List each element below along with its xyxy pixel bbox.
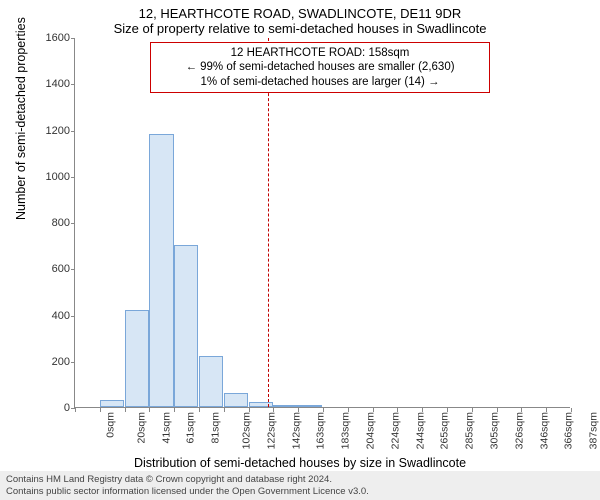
- histogram-bar: [224, 393, 248, 407]
- x-tick-label: 387sqm: [588, 412, 600, 449]
- x-tick-mark: [273, 408, 274, 412]
- x-tick-mark: [571, 408, 572, 412]
- x-tick-mark: [149, 408, 150, 412]
- y-tick-label: 1200: [46, 125, 70, 137]
- page-subtitle: Size of property relative to semi-detach…: [0, 21, 600, 36]
- x-tick-label: 305sqm: [488, 412, 500, 449]
- x-tick-mark: [546, 408, 547, 412]
- x-tick-mark: [397, 408, 398, 412]
- histogram-bar: [174, 245, 198, 407]
- y-tick-label: 600: [52, 263, 70, 275]
- x-tick-label: 0sqm: [105, 412, 117, 438]
- y-tick-mark: [71, 316, 75, 317]
- footer: Contains HM Land Registry data © Crown c…: [0, 471, 600, 500]
- y-tick-label: 800: [52, 217, 70, 229]
- x-tick-label: 41sqm: [160, 412, 172, 444]
- info-box: 12 HEARTHCOTE ROAD: 158sqm ← 99% of semi…: [150, 42, 490, 93]
- histogram-bar: [125, 310, 149, 407]
- x-tick-label: 61sqm: [185, 412, 197, 444]
- x-tick-label: 20sqm: [135, 412, 147, 444]
- x-tick-label: 244sqm: [414, 412, 426, 449]
- histogram-bar: [199, 356, 223, 407]
- x-tick-mark: [199, 408, 200, 412]
- x-tick-label: 326sqm: [513, 412, 525, 449]
- x-tick-label: 346sqm: [538, 412, 550, 449]
- x-tick-mark: [422, 408, 423, 412]
- property-marker-line: [268, 38, 269, 407]
- x-tick-mark: [521, 408, 522, 412]
- title-block: 12, HEARTHCOTE ROAD, SWADLINCOTE, DE11 9…: [0, 0, 600, 36]
- x-tick-mark: [373, 408, 374, 412]
- x-tick-mark: [323, 408, 324, 412]
- info-line-1: 12 HEARTHCOTE ROAD: 158sqm: [157, 46, 483, 60]
- x-axis-label: Distribution of semi-detached houses by …: [0, 456, 600, 470]
- x-tick-mark: [348, 408, 349, 412]
- x-tick-mark: [447, 408, 448, 412]
- page-title: 12, HEARTHCOTE ROAD, SWADLINCOTE, DE11 9…: [0, 6, 600, 21]
- x-tick-label: 102sqm: [240, 412, 252, 449]
- y-axis-label: Number of semi-detached properties: [14, 17, 28, 220]
- x-tick-label: 81sqm: [210, 412, 222, 444]
- y-tick-mark: [71, 362, 75, 363]
- x-tick-mark: [249, 408, 250, 412]
- x-tick-mark: [75, 408, 76, 412]
- y-tick-label: 400: [52, 310, 70, 322]
- x-tick-label: 183sqm: [340, 412, 352, 449]
- y-tick-mark: [71, 38, 75, 39]
- plot-area: 020040060080010001200140016000sqm20sqm41…: [74, 38, 570, 408]
- x-tick-mark: [298, 408, 299, 412]
- y-tick-label: 1600: [46, 32, 70, 44]
- y-tick-mark: [71, 131, 75, 132]
- histogram-bar: [100, 400, 124, 407]
- histogram-bar: [298, 405, 322, 407]
- info-line-2: ← 99% of semi-detached houses are smalle…: [157, 60, 483, 74]
- x-tick-label: 224sqm: [389, 412, 401, 449]
- y-tick-mark: [71, 84, 75, 85]
- footer-line-2: Contains public sector information licen…: [6, 486, 594, 497]
- y-tick-label: 0: [64, 402, 70, 414]
- histogram-bar: [149, 134, 173, 407]
- x-tick-mark: [472, 408, 473, 412]
- info-line-3: 1% of semi-detached houses are larger (1…: [157, 75, 483, 89]
- x-tick-label: 366sqm: [563, 412, 575, 449]
- x-tick-mark: [224, 408, 225, 412]
- x-tick-mark: [100, 408, 101, 412]
- footer-line-1: Contains HM Land Registry data © Crown c…: [6, 474, 594, 485]
- x-tick-label: 265sqm: [439, 412, 451, 449]
- x-tick-mark: [174, 408, 175, 412]
- histogram-chart: 020040060080010001200140016000sqm20sqm41…: [74, 38, 570, 408]
- x-tick-mark: [125, 408, 126, 412]
- y-tick-label: 200: [52, 356, 70, 368]
- x-tick-label: 204sqm: [364, 412, 376, 449]
- x-tick-label: 285sqm: [464, 412, 476, 449]
- histogram-bar: [249, 402, 273, 407]
- x-tick-mark: [497, 408, 498, 412]
- y-tick-label: 1400: [46, 78, 70, 90]
- x-tick-label: 163sqm: [315, 412, 327, 449]
- y-tick-mark: [71, 177, 75, 178]
- y-tick-mark: [71, 223, 75, 224]
- histogram-bar: [273, 405, 297, 407]
- y-tick-mark: [71, 269, 75, 270]
- y-tick-label: 1000: [46, 171, 70, 183]
- x-tick-label: 122sqm: [265, 412, 277, 449]
- x-tick-label: 142sqm: [290, 412, 302, 449]
